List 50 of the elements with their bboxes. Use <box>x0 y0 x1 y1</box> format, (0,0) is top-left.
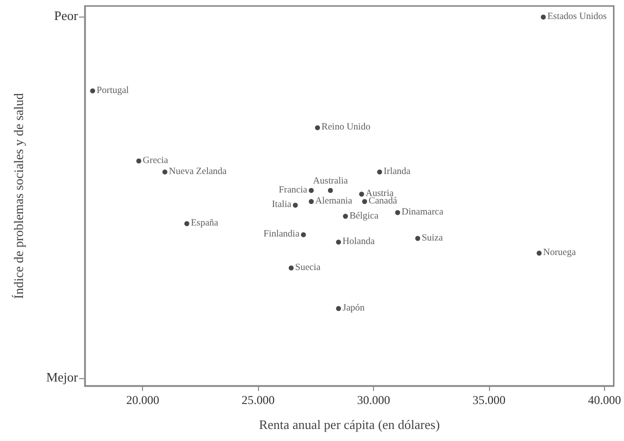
annotation: Alemania <box>315 196 353 207</box>
point <box>292 202 298 208</box>
annotation: Holanda <box>342 237 376 248</box>
point <box>415 236 420 241</box>
point <box>162 170 168 175</box>
y-axis-title: Índice de problemas sociales y de salud <box>11 92 26 299</box>
point <box>136 158 142 164</box>
point <box>328 188 333 193</box>
point <box>336 240 342 245</box>
point <box>342 214 348 219</box>
annotation: Australia <box>313 176 349 186</box>
annotation: Noruega <box>543 248 577 258</box>
annotation: Estados Unidos <box>547 12 607 22</box>
point <box>540 14 546 20</box>
annotation: España <box>190 218 220 229</box>
x-tick-label: 25.000 <box>242 393 275 407</box>
text: Peor <box>54 8 79 24</box>
x-tick-label: 20.000 <box>126 393 160 407</box>
annotation: Finlandia <box>264 230 300 240</box>
point <box>315 125 320 130</box>
point <box>362 199 368 204</box>
annotation: Suecia <box>295 262 322 273</box>
annotation: Canadá <box>368 196 398 207</box>
point <box>308 188 314 193</box>
point <box>300 232 306 238</box>
annotation: Francia <box>278 185 308 196</box>
point <box>336 306 342 312</box>
point <box>395 210 400 216</box>
point <box>308 199 314 204</box>
x-tick-label: 30.000 <box>357 393 390 407</box>
x-tick-label: 35.000 <box>472 393 506 407</box>
point <box>90 88 96 94</box>
annotation: Portugal <box>96 86 130 96</box>
point <box>377 170 382 175</box>
annotation: Grecia <box>142 156 169 166</box>
point <box>359 192 364 197</box>
annotation: Bélgica <box>349 211 380 222</box>
annotation: Reino Unido <box>322 122 371 133</box>
x-tick-label: 40.000 <box>588 393 621 407</box>
annotation: Suiza <box>422 233 444 244</box>
x-axis-title: Renta anual per cápita (en dólares) <box>258 417 440 432</box>
point <box>288 265 294 270</box>
annotation: Italia <box>272 200 292 210</box>
annotation: Japón <box>342 304 365 314</box>
annotation: Nueva Zelanda <box>168 167 228 178</box>
point <box>536 250 542 256</box>
point <box>184 221 190 226</box>
text: Mejor <box>46 370 79 385</box>
annotation: Irlanda <box>384 167 412 178</box>
annotation: Dinamarca <box>402 208 444 218</box>
